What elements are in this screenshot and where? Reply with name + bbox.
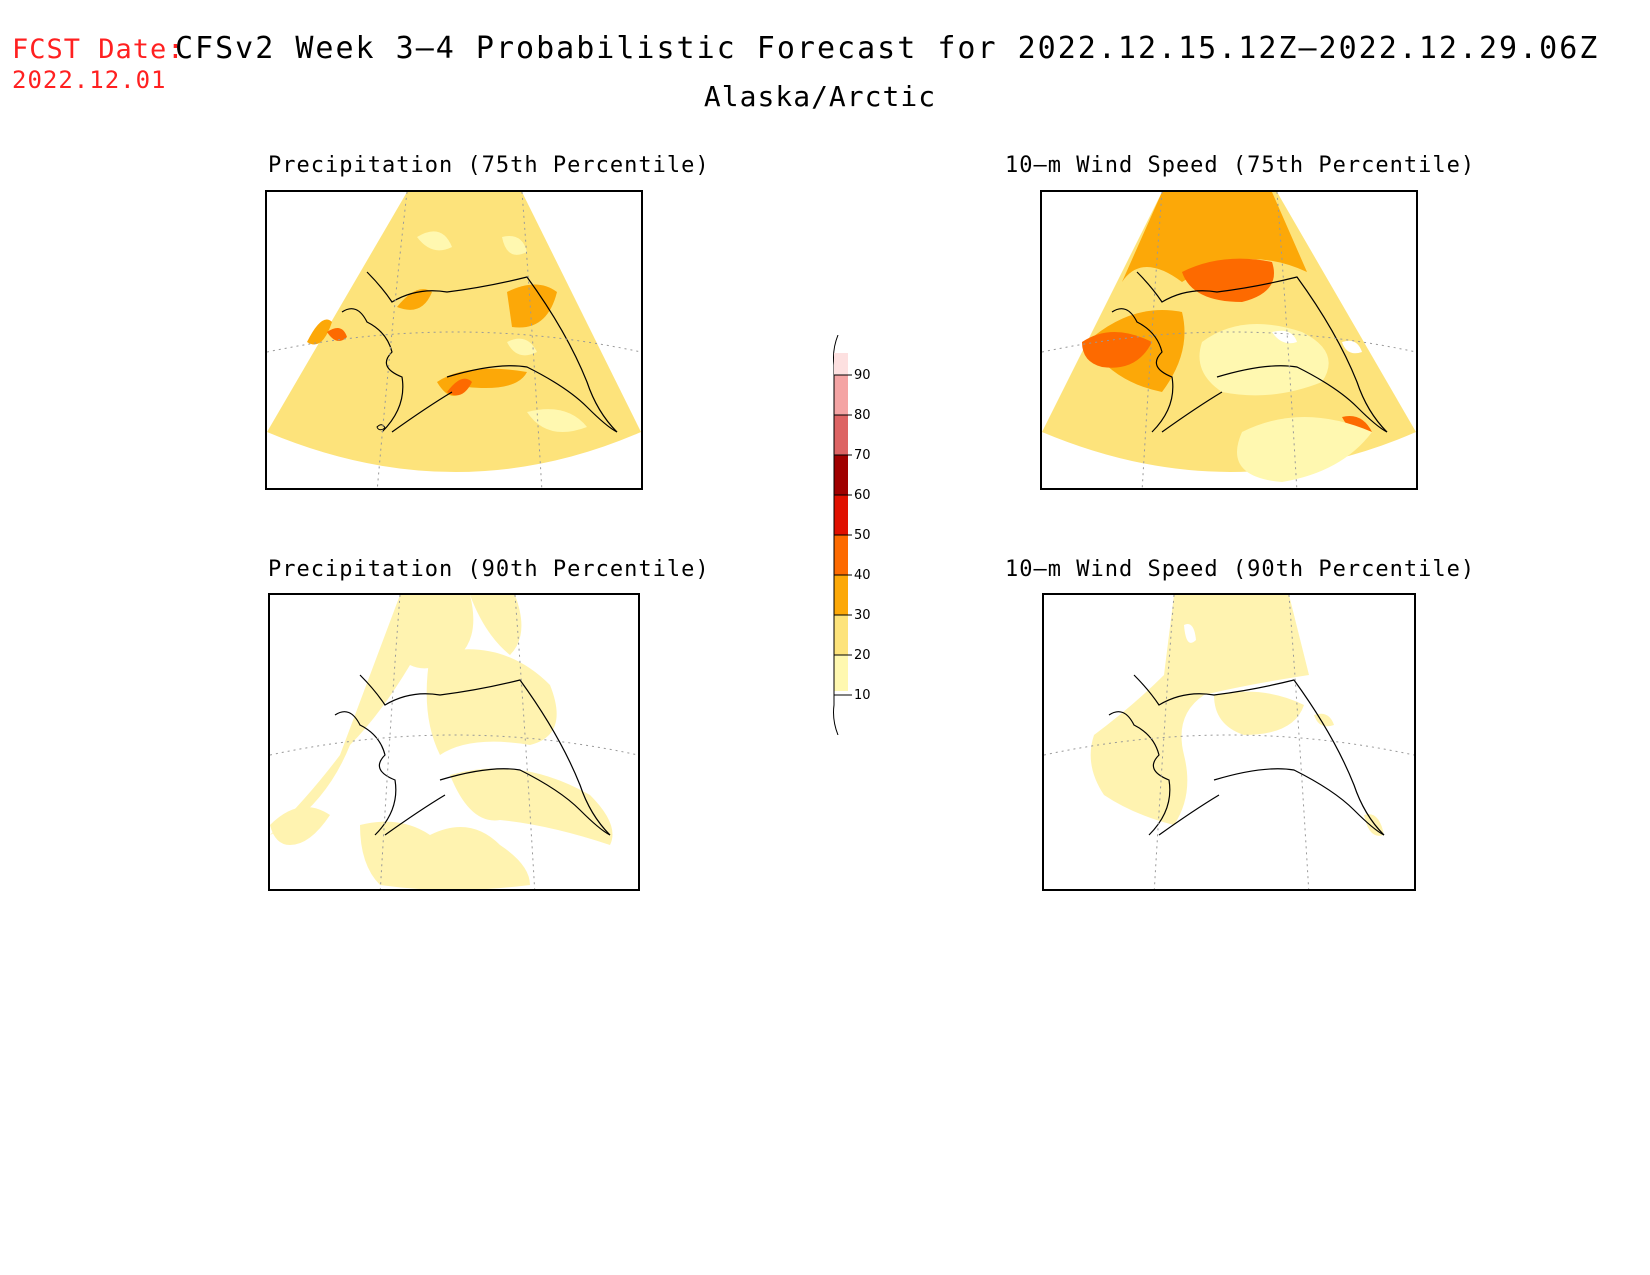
colorbar-label-90: 90: [854, 368, 871, 383]
map-panel-wind-75: [1040, 190, 1418, 490]
colorbar-swatch-30-40: [834, 575, 848, 615]
colorbar-swatch-above-90: [834, 353, 848, 375]
panel-title-precip-90: Precipitation (90th Percentile): [268, 557, 710, 582]
colorbar-swatch-60-70: [834, 455, 848, 495]
panel-title-wind-90: 10–m Wind Speed (90th Percentile): [1005, 557, 1476, 582]
panel-title-wind-75: 10–m Wind Speed (75th Percentile): [1005, 153, 1476, 178]
panel-title-precip-75: Precipitation (75th Percentile): [268, 153, 710, 178]
colorbar-label-70: 70: [854, 448, 871, 463]
colorbar-swatch-80-90: [834, 375, 848, 415]
colorbar-label-60: 60: [854, 488, 871, 503]
map-panel-precip-75: [265, 190, 643, 490]
map-panel-wind-90: [1042, 593, 1416, 891]
colorbar-swatch-50-60: [834, 495, 848, 535]
colorbar-legend: 90 80 70 60 50 40 30 20 10: [820, 334, 880, 736]
region-title: Alaska/Arctic: [703, 80, 937, 113]
fcst-date-label: FCST Date:: [12, 34, 185, 65]
colorbar-swatch-40-50: [834, 535, 848, 575]
colorbar-label-80: 80: [854, 408, 871, 423]
map-panel-precip-90: [268, 593, 640, 891]
colorbar-label-40: 40: [854, 568, 871, 583]
colorbar-swatch-20-30: [834, 615, 848, 655]
colorbar-swatch-10-20: [834, 655, 848, 691]
colorbar-label-20: 20: [854, 648, 871, 663]
colorbar-swatch-70-80: [834, 415, 848, 455]
fcst-date-value: 2022.12.01: [12, 66, 167, 94]
colorbar-label-30: 30: [854, 608, 871, 623]
main-title: CFSv2 Week 3–4 Probabilistic Forecast fo…: [175, 31, 1600, 66]
colorbar-label-50: 50: [854, 528, 871, 543]
colorbar-label-10: 10: [854, 688, 871, 703]
